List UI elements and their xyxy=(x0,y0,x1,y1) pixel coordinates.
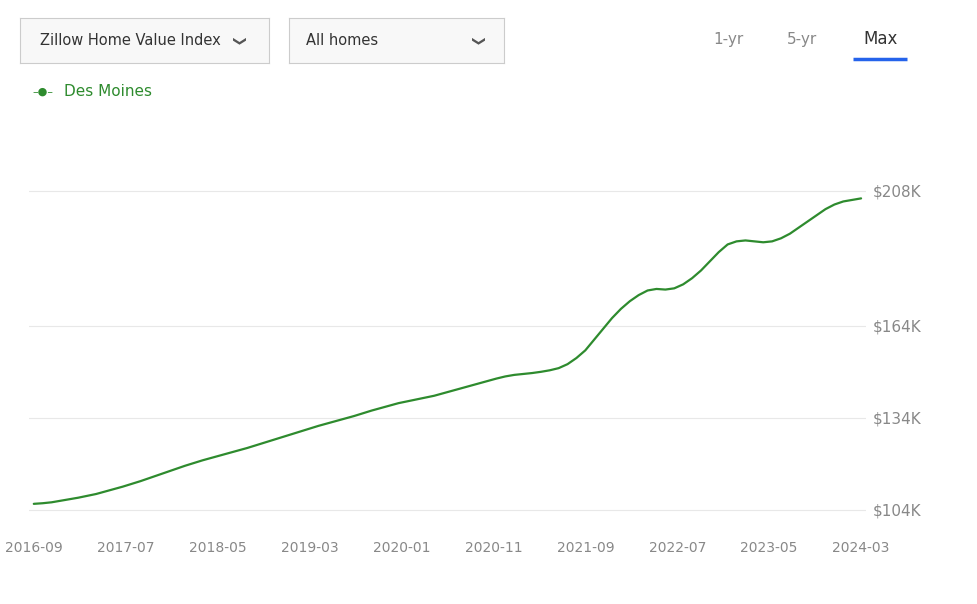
Text: ❯: ❯ xyxy=(230,36,242,46)
Text: Des Moines: Des Moines xyxy=(64,85,151,99)
Text: –●–: –●– xyxy=(32,87,53,97)
Text: Zillow Home Value Index: Zillow Home Value Index xyxy=(39,33,220,48)
Text: 5-yr: 5-yr xyxy=(786,32,816,47)
Text: ❯: ❯ xyxy=(469,36,482,46)
Text: All homes: All homes xyxy=(306,33,377,48)
Text: Max: Max xyxy=(862,30,897,48)
Text: 1-yr: 1-yr xyxy=(713,32,743,47)
